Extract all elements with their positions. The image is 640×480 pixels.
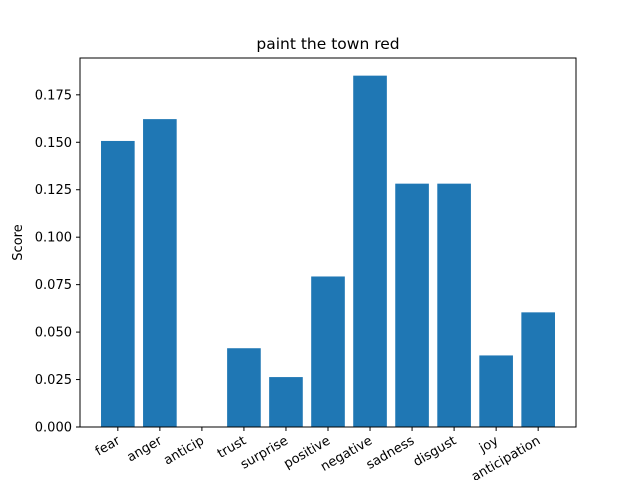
bars-group — [101, 75, 555, 428]
y-tick-label: 0.150 — [35, 136, 72, 151]
y-axis-label: Score — [11, 224, 26, 260]
y-tick-label: 0.175 — [35, 88, 72, 103]
bar-anger — [143, 119, 177, 428]
chart-title: paint the town red — [256, 35, 399, 53]
y-tick-label: 0.050 — [35, 326, 72, 341]
bar-surprise — [269, 377, 303, 427]
x-tick-label-joy: joy — [476, 433, 501, 456]
y-tick-label: 0.000 — [35, 421, 72, 436]
bar-sadness — [395, 183, 429, 427]
bar-fear — [101, 140, 135, 427]
bar-negative — [353, 75, 387, 428]
x-tick-label-surprise: surprise — [238, 433, 291, 472]
x-tick-label-disgust: disgust — [411, 433, 459, 469]
y-tick-label: 0.100 — [35, 231, 72, 246]
bar-disgust — [437, 183, 471, 427]
y-tick-label: 0.125 — [35, 183, 72, 198]
y-axis: 0.000 0.025 0.050 0.075 0.100 0.125 0.150 0.175 — [35, 88, 80, 436]
x-tick-label-fear: fear — [93, 433, 123, 459]
x-tick-label-sadness: sadness — [364, 433, 417, 472]
y-tick-label: 0.025 — [35, 373, 72, 388]
x-tick-label-anticip: anticip — [161, 433, 207, 468]
bar-anticipation — [521, 312, 555, 427]
bar-positive — [311, 276, 345, 427]
bar-trust — [227, 348, 261, 427]
bar-joy — [479, 355, 513, 427]
x-tick-label-anger: anger — [125, 433, 166, 465]
y-tick-label: 0.075 — [35, 278, 72, 293]
